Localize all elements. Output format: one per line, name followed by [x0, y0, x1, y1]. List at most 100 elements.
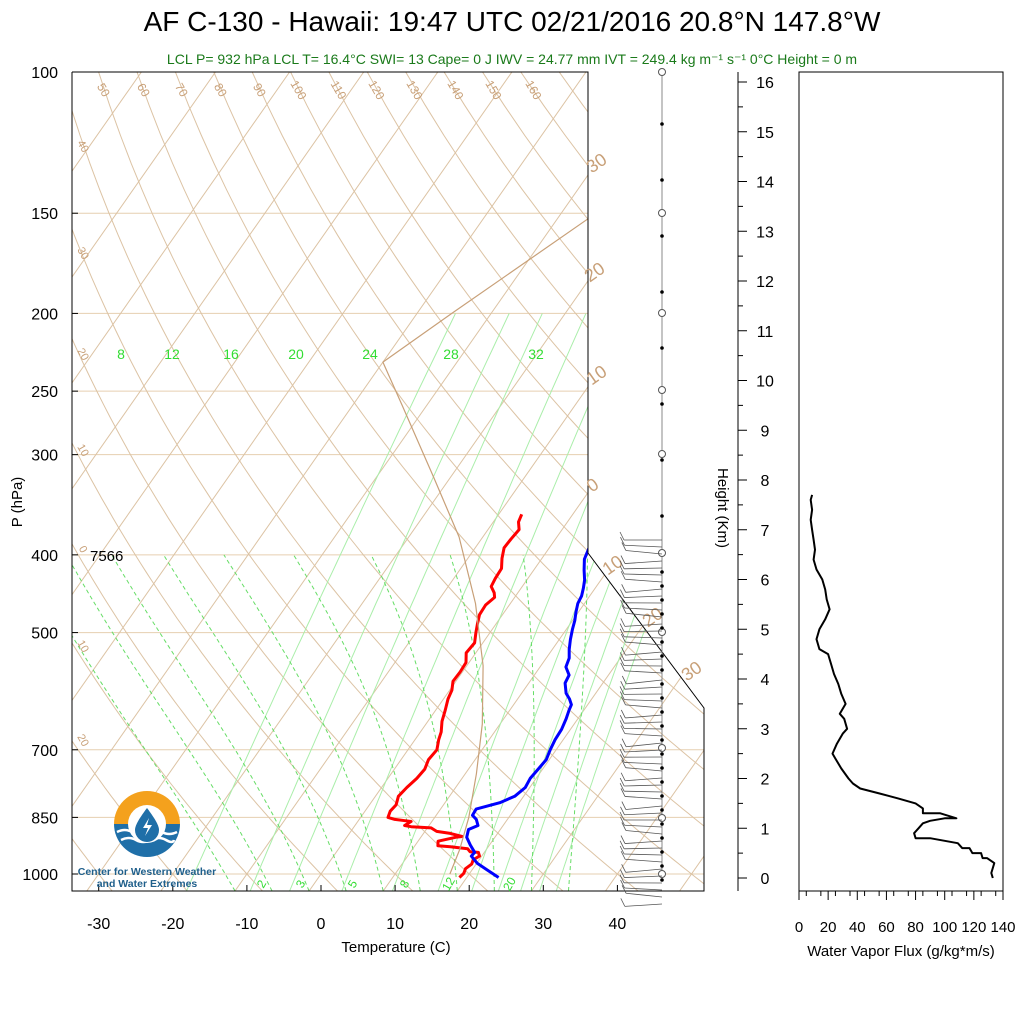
moist-adiabat-label: 12 — [439, 874, 458, 893]
barb-dot — [660, 780, 664, 784]
skew-t-profiles — [382, 72, 704, 879]
height-tick-label: 11 — [757, 324, 774, 341]
isotherm-right-label: 30 — [678, 657, 706, 685]
wind-barb — [624, 812, 663, 816]
ivt-tick-label: 60 — [878, 919, 895, 936]
profile-parcel — [382, 72, 704, 875]
wind-barb-flag — [621, 542, 627, 551]
height-tick-label: 13 — [756, 224, 774, 241]
mixing-ratio-line — [539, 313, 704, 891]
barb-dot — [660, 766, 664, 770]
wind-barb-flag — [621, 738, 627, 747]
mixing-ratio-line — [520, 313, 704, 891]
moist-adiabat — [72, 554, 236, 891]
dry-adiabat-label: 110 — [328, 78, 350, 102]
wind-barb-flag — [619, 652, 625, 661]
barb-station-circle — [658, 814, 666, 822]
dry-adiabat — [72, 72, 489, 891]
isotherm-line — [72, 72, 291, 891]
height-tick-label: 9 — [761, 423, 770, 440]
barb-station-circle — [658, 309, 666, 317]
wind-barb-flag — [620, 709, 626, 719]
wind-barb-flag — [620, 879, 625, 889]
wind-barb-flag — [621, 696, 626, 706]
isotherm-left-label: 20 — [74, 732, 91, 749]
height-tick-label: 7 — [761, 523, 770, 540]
dry-adiabat — [72, 72, 338, 891]
mixing-ratio-label: 28 — [443, 346, 459, 362]
height-tick-label: 5 — [761, 622, 770, 639]
dry-adiabat-label: 80 — [211, 81, 230, 100]
wind-barb-flag — [620, 537, 625, 546]
wind-barb — [624, 623, 663, 627]
barb-dot — [660, 696, 664, 700]
moist-adiabat-label: 3 — [293, 877, 309, 890]
wind-barb — [624, 607, 663, 611]
sounding-summary: LCL P= 932 hPa LCL T= 16.4°C SWI= 13 Cap… — [166, 51, 858, 67]
wind-barb-flag — [619, 749, 625, 758]
dry-adiabat — [290, 72, 704, 891]
pressure-tick-label: 300 — [31, 448, 58, 465]
height-tick-label: 10 — [756, 374, 774, 391]
wind-barb-flag — [620, 662, 626, 672]
wind-barb — [625, 578, 663, 583]
wind-barb-flag — [619, 691, 625, 700]
isotherm-left-label: 0 — [76, 544, 89, 555]
isotherm-right-label: 10 — [583, 361, 611, 389]
dry-adiabat-label: 160 — [522, 78, 544, 103]
ivt-border — [798, 71, 1004, 892]
isotherm-line — [72, 72, 513, 891]
dry-adiabat — [72, 72, 414, 891]
wind-barb-flag — [620, 725, 626, 734]
mixing-ratio-line — [341, 313, 587, 891]
wind-barb — [626, 612, 663, 618]
height-tick-label: 14 — [756, 175, 774, 192]
logo-caption: Center for Western Weather and Water Ext… — [72, 866, 222, 890]
barb-dot — [660, 458, 664, 462]
moist-adiabat — [522, 554, 535, 891]
mixing-ratio-line — [391, 313, 629, 891]
isotherm-line — [530, 72, 704, 891]
wind-barb-flag — [620, 589, 625, 598]
wind-barb — [624, 847, 663, 850]
wind-barb-flag — [619, 565, 625, 575]
mixing-ratio-label: 24 — [362, 346, 378, 362]
wind-barb-flag — [619, 874, 625, 883]
wind-barb — [624, 853, 663, 856]
ivt-tick-label: 40 — [849, 919, 866, 936]
wind-barb — [624, 544, 663, 548]
wind-barb-flag — [619, 594, 625, 603]
dry-adiabat-label: 90 — [250, 81, 269, 100]
moist-adiabat — [568, 554, 588, 891]
wind-barb-flag — [619, 715, 625, 724]
mixing-ratio-line — [186, 313, 456, 891]
wind-barb — [624, 560, 663, 564]
dry-adiabat-label: 150 — [482, 78, 504, 103]
height-tick-label: 6 — [761, 573, 770, 590]
temperature-tick-label: 0 — [317, 916, 326, 933]
moist-adiabat — [72, 554, 273, 891]
pressure-tick-label: 100 — [31, 65, 58, 82]
wind-barb — [625, 704, 663, 709]
barb-dot — [660, 234, 664, 238]
wind-barb — [624, 573, 663, 576]
wind-barb — [624, 784, 663, 787]
barb-dot — [660, 402, 664, 406]
skew-t-border — [71, 71, 705, 892]
dry-adiabat — [635, 72, 704, 891]
barb-dot — [660, 598, 664, 602]
wind-barb — [624, 686, 663, 690]
isotherm-left-label: 10 — [74, 638, 91, 655]
pressure-tick-label: 400 — [31, 548, 58, 565]
isotherm-left-label: 30 — [74, 245, 91, 262]
isotherm-line — [72, 72, 216, 891]
barb-dot — [660, 654, 664, 658]
dry-adiabat — [443, 72, 704, 891]
wind-barb-flag — [620, 817, 625, 826]
mixing-ratio-label: 20 — [288, 346, 304, 362]
wind-barb — [624, 595, 663, 598]
wind-barb — [626, 892, 663, 898]
barb-dot — [660, 752, 664, 756]
